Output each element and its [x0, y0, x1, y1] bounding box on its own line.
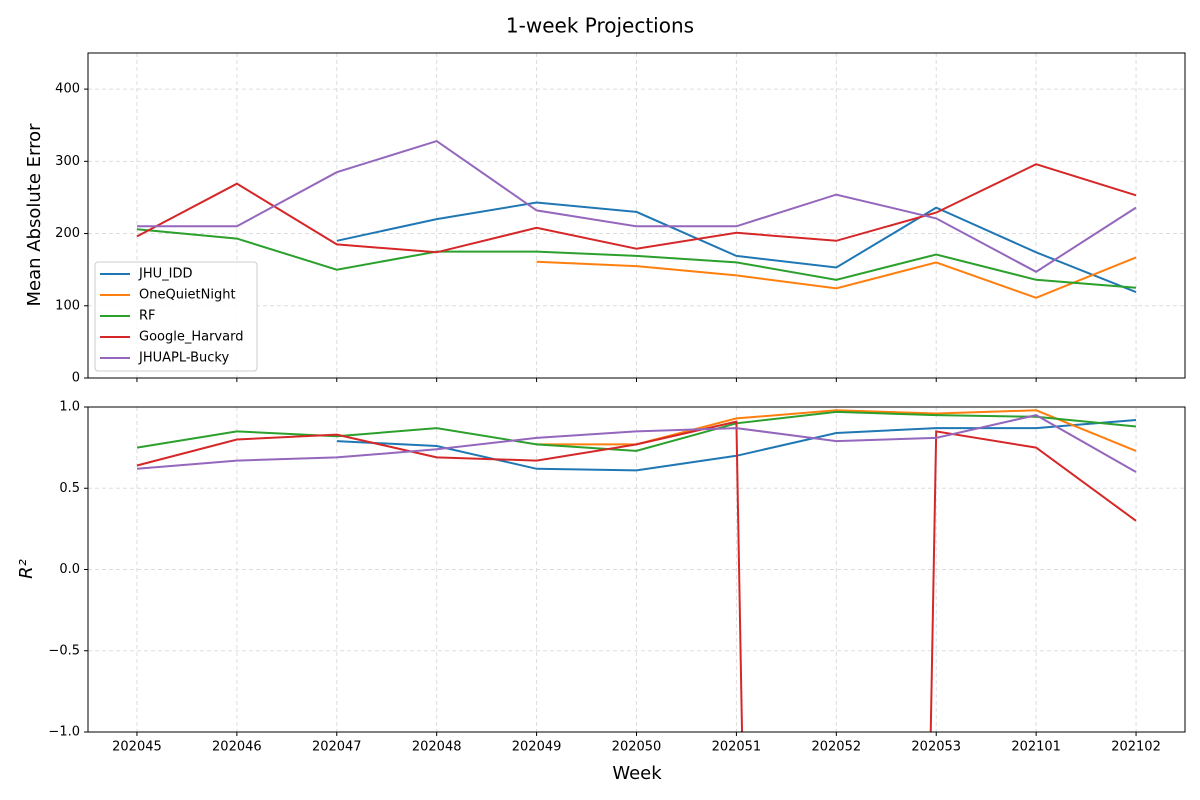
x-tick-label: 202049 [512, 740, 562, 755]
legend-box [94, 261, 258, 372]
x-tick-label: 202050 [612, 740, 662, 755]
y-tick-label: 400 [55, 82, 80, 97]
series-line [136, 163, 1137, 254]
series-line [136, 410, 1137, 452]
x-tick-label: 202051 [712, 740, 762, 755]
x-tick-label: 202102 [1111, 740, 1161, 755]
x-tick-label: 202048 [412, 740, 462, 755]
plot-frame [87, 52, 1186, 379]
y-tick-label: −0.5 [48, 643, 80, 658]
x-tick-label: 202052 [811, 740, 861, 755]
y-tick-label: 0 [72, 371, 80, 386]
y-tick-label: 0.5 [59, 481, 80, 496]
series-line [536, 256, 1137, 299]
y-tick-label: −1.0 [48, 725, 80, 740]
legend-label: Google_Harvard [139, 330, 243, 345]
x-tick-label: 202045 [112, 740, 162, 755]
series-line [136, 420, 1137, 732]
legend-label: JHU_IDD [138, 267, 192, 282]
plot-area [136, 140, 1137, 299]
x-tick-label: 202047 [312, 740, 362, 755]
plot-area [136, 409, 1137, 732]
y-axis-label: Mean Absolute Error [24, 123, 45, 307]
series-line [136, 414, 1137, 473]
series-line [136, 228, 1137, 289]
legend-label: RF [139, 309, 156, 324]
y-axis-label: R² [16, 559, 37, 579]
y-tick-label: 200 [55, 226, 80, 241]
x-tick-label: 202046 [212, 740, 262, 755]
x-tick-label: 202053 [911, 740, 961, 755]
y-tick-label: 0.0 [59, 562, 80, 577]
series-line [336, 201, 1137, 294]
x-axis-label: Week [612, 763, 662, 784]
legend-label: OneQuietNight [139, 288, 236, 303]
series-line [137, 140, 1137, 273]
legend-label: JHUAPL-Bucky [138, 351, 229, 366]
y-tick-label: 300 [55, 154, 80, 169]
plot-frame [87, 406, 1186, 733]
y-tick-label: 100 [55, 298, 80, 313]
x-tick-label: 202101 [1011, 740, 1061, 755]
y-tick-label: 1.0 [59, 400, 80, 415]
chart-title: 1-week Projections [506, 14, 694, 38]
